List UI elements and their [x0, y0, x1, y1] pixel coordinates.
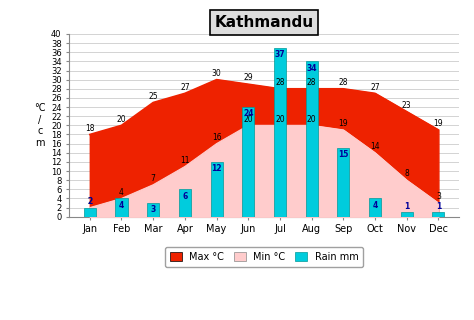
Bar: [401, 212, 413, 217]
Text: 37: 37: [274, 50, 285, 59]
Legend: Max °C, Min °C, Rain mm: Max °C, Min °C, Rain mm: [165, 247, 363, 267]
Y-axis label: °C
/
c
m: °C / c m: [34, 103, 46, 148]
Text: 19: 19: [338, 119, 348, 128]
Text: 20: 20: [117, 115, 126, 124]
Text: 23: 23: [402, 101, 411, 110]
Text: 7: 7: [151, 174, 155, 183]
Text: 27: 27: [180, 83, 190, 92]
Text: 28: 28: [338, 78, 348, 87]
Bar: [337, 148, 349, 217]
Text: 11: 11: [180, 156, 190, 165]
Text: 15: 15: [338, 150, 348, 159]
Bar: [179, 189, 191, 217]
Text: 27: 27: [370, 83, 380, 92]
Text: 30: 30: [212, 69, 221, 78]
Text: 12: 12: [211, 164, 222, 173]
Bar: [306, 61, 318, 217]
Text: 29: 29: [244, 73, 253, 82]
Text: 34: 34: [306, 64, 317, 73]
Bar: [242, 107, 254, 217]
Text: 2: 2: [87, 197, 92, 206]
Bar: [147, 203, 159, 217]
Text: 2: 2: [87, 197, 92, 206]
Text: 28: 28: [307, 78, 316, 87]
Text: 4: 4: [119, 188, 124, 196]
Text: 20: 20: [244, 115, 253, 124]
Text: 20: 20: [275, 115, 285, 124]
Text: 28: 28: [275, 78, 285, 87]
Text: 18: 18: [85, 124, 94, 133]
Text: 19: 19: [434, 119, 443, 128]
Text: 20: 20: [307, 115, 317, 124]
Text: 4: 4: [373, 201, 378, 210]
Text: 14: 14: [370, 142, 380, 151]
Bar: [84, 208, 96, 217]
Text: 4: 4: [119, 201, 124, 210]
Title: Kathmandu: Kathmandu: [215, 15, 314, 30]
Text: 25: 25: [148, 92, 158, 101]
Bar: [210, 162, 223, 217]
Bar: [432, 212, 445, 217]
Bar: [116, 198, 128, 217]
Bar: [369, 198, 381, 217]
Text: 1: 1: [404, 202, 410, 211]
Text: 3: 3: [151, 205, 156, 214]
Text: 24: 24: [243, 109, 254, 118]
Text: 1: 1: [436, 202, 441, 211]
Text: 3: 3: [436, 192, 441, 201]
Text: 8: 8: [404, 169, 409, 178]
Text: 16: 16: [212, 133, 221, 142]
Bar: [274, 48, 286, 217]
Text: 6: 6: [182, 192, 188, 201]
